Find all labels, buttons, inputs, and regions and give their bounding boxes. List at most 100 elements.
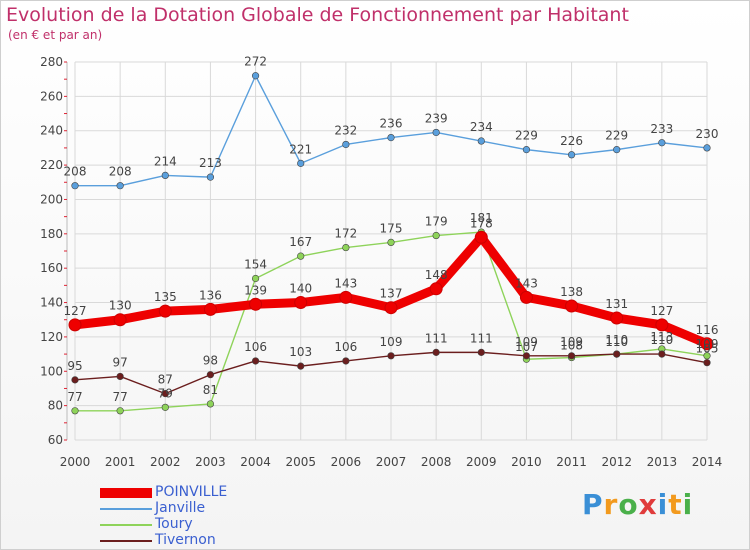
x-tick-label: 2009 [466,455,497,469]
data-label: 236 [380,117,403,131]
data-point [161,171,169,179]
y-tick-label: 120 [40,330,63,344]
x-tick-label: 2005 [285,455,316,469]
data-point [565,299,579,313]
data-point [71,182,79,190]
data-point [387,134,395,142]
data-label: 109 [560,335,583,349]
data-point [567,151,576,159]
data-point [294,296,308,310]
data-label: 154 [244,257,267,271]
x-tick-label: 2012 [601,455,632,469]
x-tick-label: 2006 [331,455,362,469]
chart-title: Evolution de la Dotation Globale de Fonc… [6,4,629,26]
data-label: 127 [650,304,673,318]
y-tick-label: 220 [40,158,63,172]
data-label: 140 [289,282,312,296]
data-point [71,376,79,384]
data-label: 175 [380,221,403,235]
data-point [610,311,624,325]
data-label: 181 [470,211,493,225]
data-label: 137 [380,287,403,301]
data-label: 148 [425,268,448,282]
legend-swatch [100,524,152,526]
data-point [342,243,350,252]
legend-label: Janville [155,500,206,516]
data-point [432,128,440,137]
data-label: 232 [334,123,357,137]
data-label: 208 [109,165,132,179]
y-tick-label: 60 [48,433,63,447]
data-point [71,407,79,415]
data-label: 109 [515,335,538,349]
logo-letter: P [582,488,604,521]
data-point [387,238,395,247]
data-label: 239 [425,111,448,125]
y-tick-label: 160 [40,261,63,275]
data-label: 81 [203,383,218,397]
y-tick-label: 260 [40,89,63,103]
legend-label: Toury [155,516,193,532]
data-label: 230 [696,127,719,141]
data-label: 95 [67,359,82,373]
data-label: 214 [154,154,177,168]
x-tick-label: 2010 [511,455,542,469]
data-point [251,72,260,80]
data-label: 108 [560,339,583,353]
data-point [339,290,353,304]
data-label: 234 [470,120,493,134]
data-label: 221 [289,142,312,156]
logo-letter: o [618,488,639,521]
logo-letter: t [668,488,683,521]
data-label: 213 [199,156,222,170]
y-tick-label: 280 [40,55,63,69]
logo-letter: i [682,488,694,521]
data-point [113,313,127,327]
chart-subtitle: (en € et par an) [8,28,103,42]
x-tick-label: 2014 [692,455,723,469]
data-point [384,301,398,315]
data-label: 105 [696,342,719,356]
data-point [297,362,305,370]
data-point [432,231,440,240]
data-point [613,146,621,154]
data-point [522,352,531,360]
x-tick-label: 2011 [556,455,587,469]
data-point [655,318,669,332]
legend-label: Tivernon [155,532,216,548]
data-point [613,350,621,358]
data-point [703,144,711,152]
data-point [474,230,488,244]
data-label: 111 [425,331,448,345]
data-label: 272 [244,55,267,69]
data-label: 136 [199,288,222,302]
legend-swatch [100,508,152,510]
data-point [297,159,305,167]
y-tick-label: 140 [40,296,63,310]
data-point [429,282,443,296]
data-label: 167 [289,235,312,249]
data-point [432,348,440,356]
data-point [249,297,263,311]
data-label: 229 [605,129,628,143]
data-label: 135 [154,290,177,304]
data-point [206,371,215,379]
data-label: 77 [113,390,128,404]
x-tick-label: 2001 [105,455,136,469]
data-point [342,140,350,149]
data-point [116,407,124,415]
data-point [387,352,395,360]
data-label: 110 [605,333,628,347]
logo-letter: x [638,488,658,521]
data-point [251,274,260,283]
data-label: 139 [244,283,267,297]
data-label: 131 [605,297,628,311]
y-tick-label: 240 [40,124,63,138]
data-point [703,359,711,367]
data-label: 208 [64,165,87,179]
y-tick-label: 200 [40,192,63,206]
data-label: 110 [605,335,628,349]
data-label: 113 [650,330,673,344]
